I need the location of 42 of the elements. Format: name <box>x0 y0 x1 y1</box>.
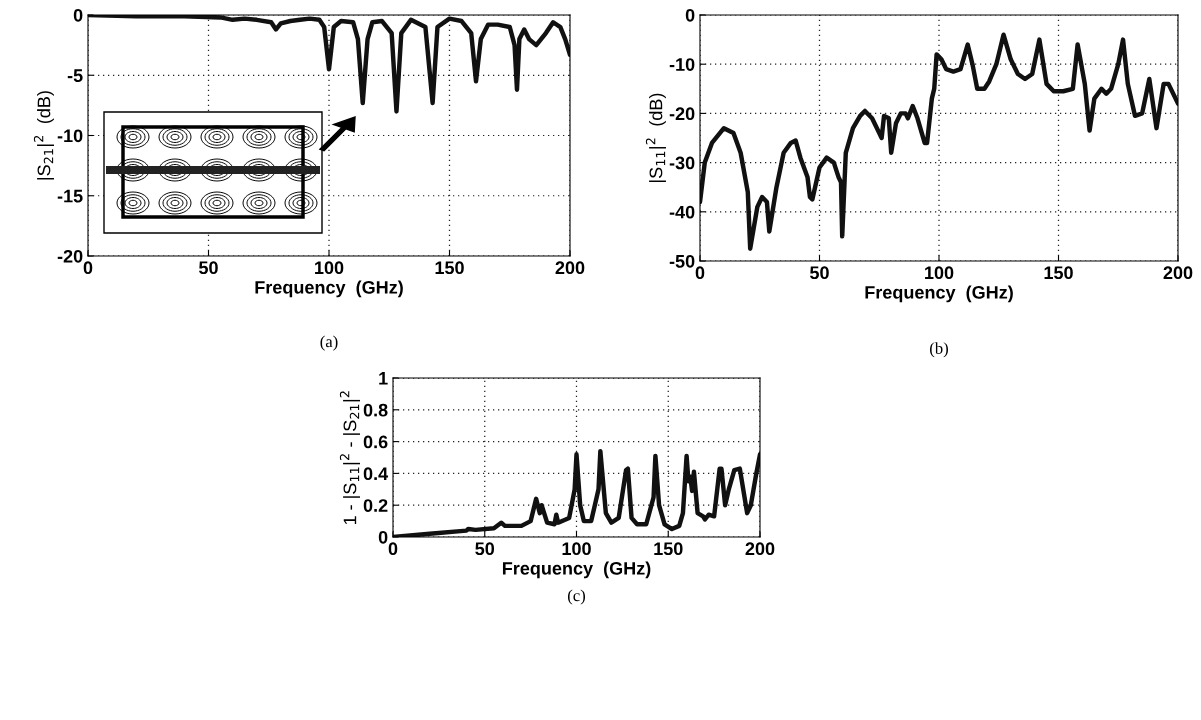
x-tick-label: 200 <box>555 261 585 275</box>
text: (a) <box>320 335 338 351</box>
x-tick-label: 0 <box>695 266 705 280</box>
x-tick-label: 150 <box>435 261 464 275</box>
y-axis-title: |S$_{21}$|$^{2}$ (dB) <box>33 91 54 180</box>
y-axis-title: 1 - |S$_{11}$|$^{2}$ - |S$_{21}$|$^{2}$ <box>339 391 360 525</box>
x-axis-title: Frequency (GHz) <box>502 561 651 579</box>
x-tick-label: 50 <box>810 266 829 280</box>
x-tick-label: 50 <box>199 261 218 275</box>
x-tick-label: 150 <box>1044 266 1073 280</box>
y-tick-label: 1 <box>379 372 388 385</box>
y-tick-label: -30 <box>669 156 695 170</box>
x-tick-label: 150 <box>654 542 683 556</box>
y-tick-label: -20 <box>669 107 695 121</box>
x-tick-label: 50 <box>475 542 495 556</box>
y-tick-label: 0.6 <box>363 435 388 449</box>
y-tick-label: 0 <box>378 530 388 544</box>
y-tick-label: 0.8 <box>363 403 388 417</box>
text: (c) <box>567 589 586 605</box>
x-axis-title: Frequency (GHz) <box>865 285 1013 303</box>
y-tick-label: -15 <box>57 189 83 203</box>
y-tick-label: 0 <box>73 8 83 22</box>
y-axis-title: |S$_{11}$|$^{2}$ (dB) <box>645 93 666 182</box>
y-tick-label: 0 <box>685 8 695 22</box>
y-tick-label: -10 <box>57 129 83 143</box>
x-axis-title: Frequency (GHz) <box>255 280 403 298</box>
y-tick-label: 0.2 <box>363 499 388 512</box>
x-tick-label: 0 <box>83 261 93 275</box>
x-tick-label: 0 <box>388 542 398 556</box>
text: (b) <box>930 342 948 358</box>
x-tick-label: 200 <box>1163 266 1193 280</box>
x-tick-label: 200 <box>745 542 775 556</box>
x-tick-label: 100 <box>315 261 344 275</box>
y-tick-label: 0.4 <box>363 467 389 481</box>
line-series <box>700 32 1178 251</box>
y-tick-label: -50 <box>669 254 695 268</box>
y-tick-label: -10 <box>669 58 695 71</box>
x-tick-label: 100 <box>925 266 954 280</box>
y-tick-label: -40 <box>669 205 695 219</box>
y-tick-label: -5 <box>67 69 83 82</box>
x-tick-label: 100 <box>562 542 591 556</box>
y-tick-label: -20 <box>57 249 83 263</box>
